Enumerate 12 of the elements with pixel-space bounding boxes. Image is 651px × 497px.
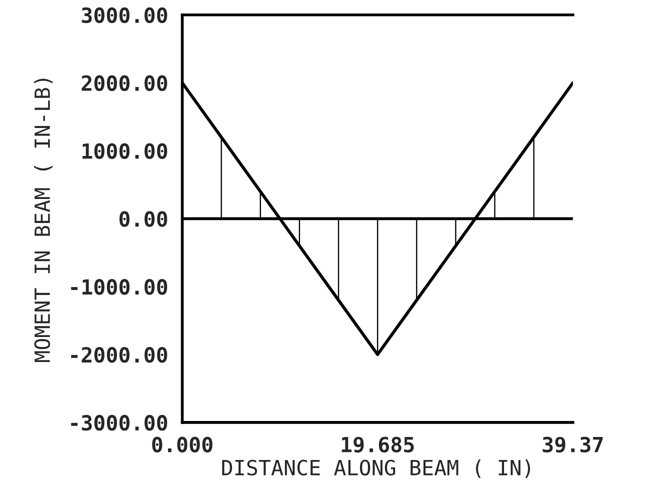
y-tick-label: -2000.00 <box>71 346 168 363</box>
y-tick-label: 2000.00 <box>82 75 168 92</box>
y-axis-title: MOMENT IN BEAM ( IN-LB) <box>34 78 53 362</box>
x-tick-label: 39.37 <box>542 436 603 453</box>
y-tick-label: -1000.00 <box>71 279 168 295</box>
x-axis-title: DISTANCE ALONG BEAM ( IN) <box>222 459 530 478</box>
y-tick-label: 3000.00 <box>82 7 168 24</box>
x-tick-label: 19.685 <box>342 436 414 453</box>
y-tick-label: 0.00 <box>119 211 168 227</box>
y-tick-label: -3000.00 <box>71 414 168 431</box>
x-tick-label: 0.000 <box>152 436 212 452</box>
y-tick-label: 1000.00 <box>82 143 168 159</box>
